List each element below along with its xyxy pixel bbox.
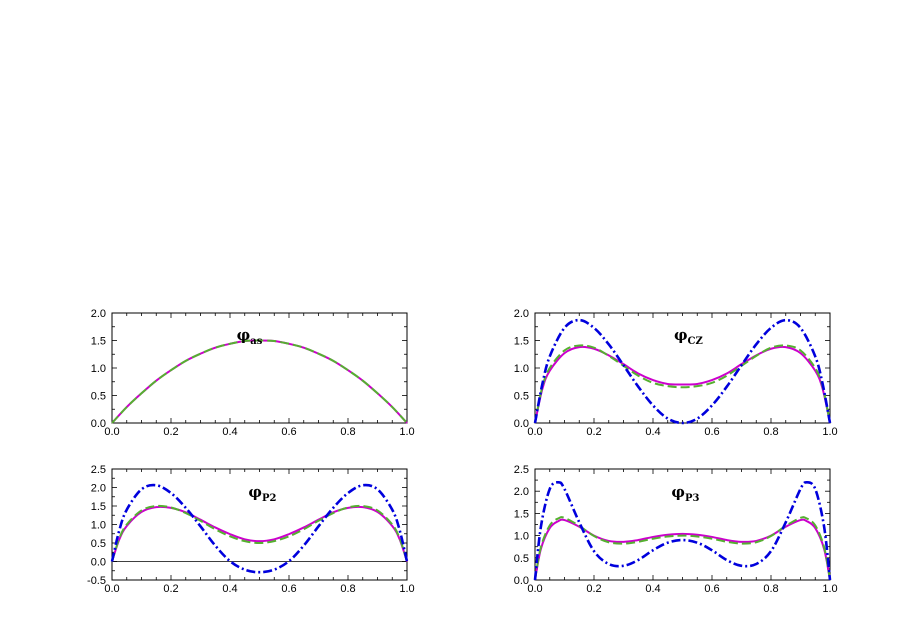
series-line-solid — [534, 345, 831, 424]
x-tick-label: 0.0 — [527, 583, 542, 595]
x-tick-label: 0.8 — [763, 583, 778, 595]
y-tick-label: 0.5 — [91, 538, 106, 550]
x-tick-label: 0.6 — [281, 426, 296, 438]
x-tick-label: 0.0 — [104, 426, 119, 438]
y-tick-label: 2.0 — [91, 483, 106, 495]
y-tick-label: 2.0 — [514, 308, 529, 320]
series-line-dashdot — [533, 481, 832, 581]
y-tick-label: 2.0 — [91, 308, 106, 320]
x-tick-label: 0.4 — [645, 583, 660, 595]
panel-title: φCZ — [674, 326, 703, 347]
x-tick-label: 0.8 — [340, 426, 355, 438]
x-tick-label: 1.0 — [822, 426, 837, 438]
y-tick-label: 1.0 — [514, 531, 529, 543]
x-tick-label: 0.8 — [340, 583, 355, 595]
x-tick-label: 0.2 — [163, 426, 178, 438]
x-tick-label: 0.4 — [222, 583, 237, 595]
series-line-dashed — [534, 344, 831, 424]
y-tick-label: 0.5 — [91, 391, 106, 403]
y-tick-label: 0.5 — [514, 391, 529, 403]
panel-title: φas — [237, 326, 263, 347]
x-tick-label: 1.0 — [399, 583, 414, 595]
y-tick-label: 1.0 — [514, 363, 529, 375]
panel-phi-p3: 0.0 0.2 0.4 0.6 0.8 1.0 0.0 0.5 1.0 1.5 2.0 2.5 φP3 — [514, 464, 838, 595]
y-tick-label: 0.5 — [514, 553, 529, 565]
panel-phi-p2: 0.0 0.2 0.4 0.6 0.8 1.0-0.50.00.51.01.52.02.5… — [87, 464, 415, 595]
x-tick-label: 0.4 — [222, 426, 237, 438]
x-tick-label: 0.2 — [163, 583, 178, 595]
series-line-solid — [111, 505, 408, 562]
y-tick-label: 1.0 — [91, 363, 106, 375]
series-line-dashed — [111, 504, 408, 562]
series-line-solid — [534, 518, 831, 581]
y-tick-label: 0.0 — [514, 418, 529, 430]
y-tick-label: 2.5 — [514, 464, 529, 476]
x-tick-label: 0.0 — [104, 583, 119, 595]
y-tick-label: 0.0 — [91, 418, 106, 430]
y-tick-label: 2.5 — [91, 464, 106, 476]
series-line-dashdot — [110, 483, 409, 574]
plot-frame — [111, 312, 408, 424]
x-tick-label: 0.2 — [586, 426, 601, 438]
y-tick-label: 1.5 — [91, 336, 106, 348]
x-tick-label: 0.4 — [645, 426, 660, 438]
y-tick-label: 1.5 — [91, 501, 106, 513]
x-tick-label: 0.2 — [586, 583, 601, 595]
x-tick-label: 1.0 — [399, 426, 414, 438]
y-tick-label: 0.0 — [514, 575, 529, 587]
y-tick-label: 2.0 — [514, 486, 529, 498]
x-tick-label: 0.0 — [527, 426, 542, 438]
panel-phi-as: 0.0 0.2 0.4 0.6 0.8 1.0 0.0 0.5 1.0 1.5 2.0 φas — [91, 308, 415, 438]
x-tick-label: 0.8 — [763, 426, 778, 438]
series-line-dashed — [534, 516, 831, 581]
y-tick-label: 1.5 — [514, 508, 529, 520]
x-tick-label: 0.6 — [704, 583, 719, 595]
y-tick-label: 1.5 — [514, 336, 529, 348]
y-tick-label: -0.5 — [87, 575, 106, 587]
panel-title: φP3 — [671, 483, 699, 504]
y-tick-label: 0.0 — [91, 557, 106, 569]
x-tick-label: 0.6 — [704, 426, 719, 438]
panel-title: φP2 — [248, 483, 276, 504]
x-tick-label: 0.6 — [281, 583, 296, 595]
series-line-dashed — [111, 339, 408, 424]
y-tick-label: 1.0 — [91, 520, 106, 532]
x-tick-label: 1.0 — [822, 583, 837, 595]
panel-phi-cz: 0.0 0.2 0.4 0.6 0.8 1.0 0.0 0.5 1.0 1.5 2.0 φCZ — [514, 308, 838, 438]
series-line-dashdot — [533, 318, 832, 425]
